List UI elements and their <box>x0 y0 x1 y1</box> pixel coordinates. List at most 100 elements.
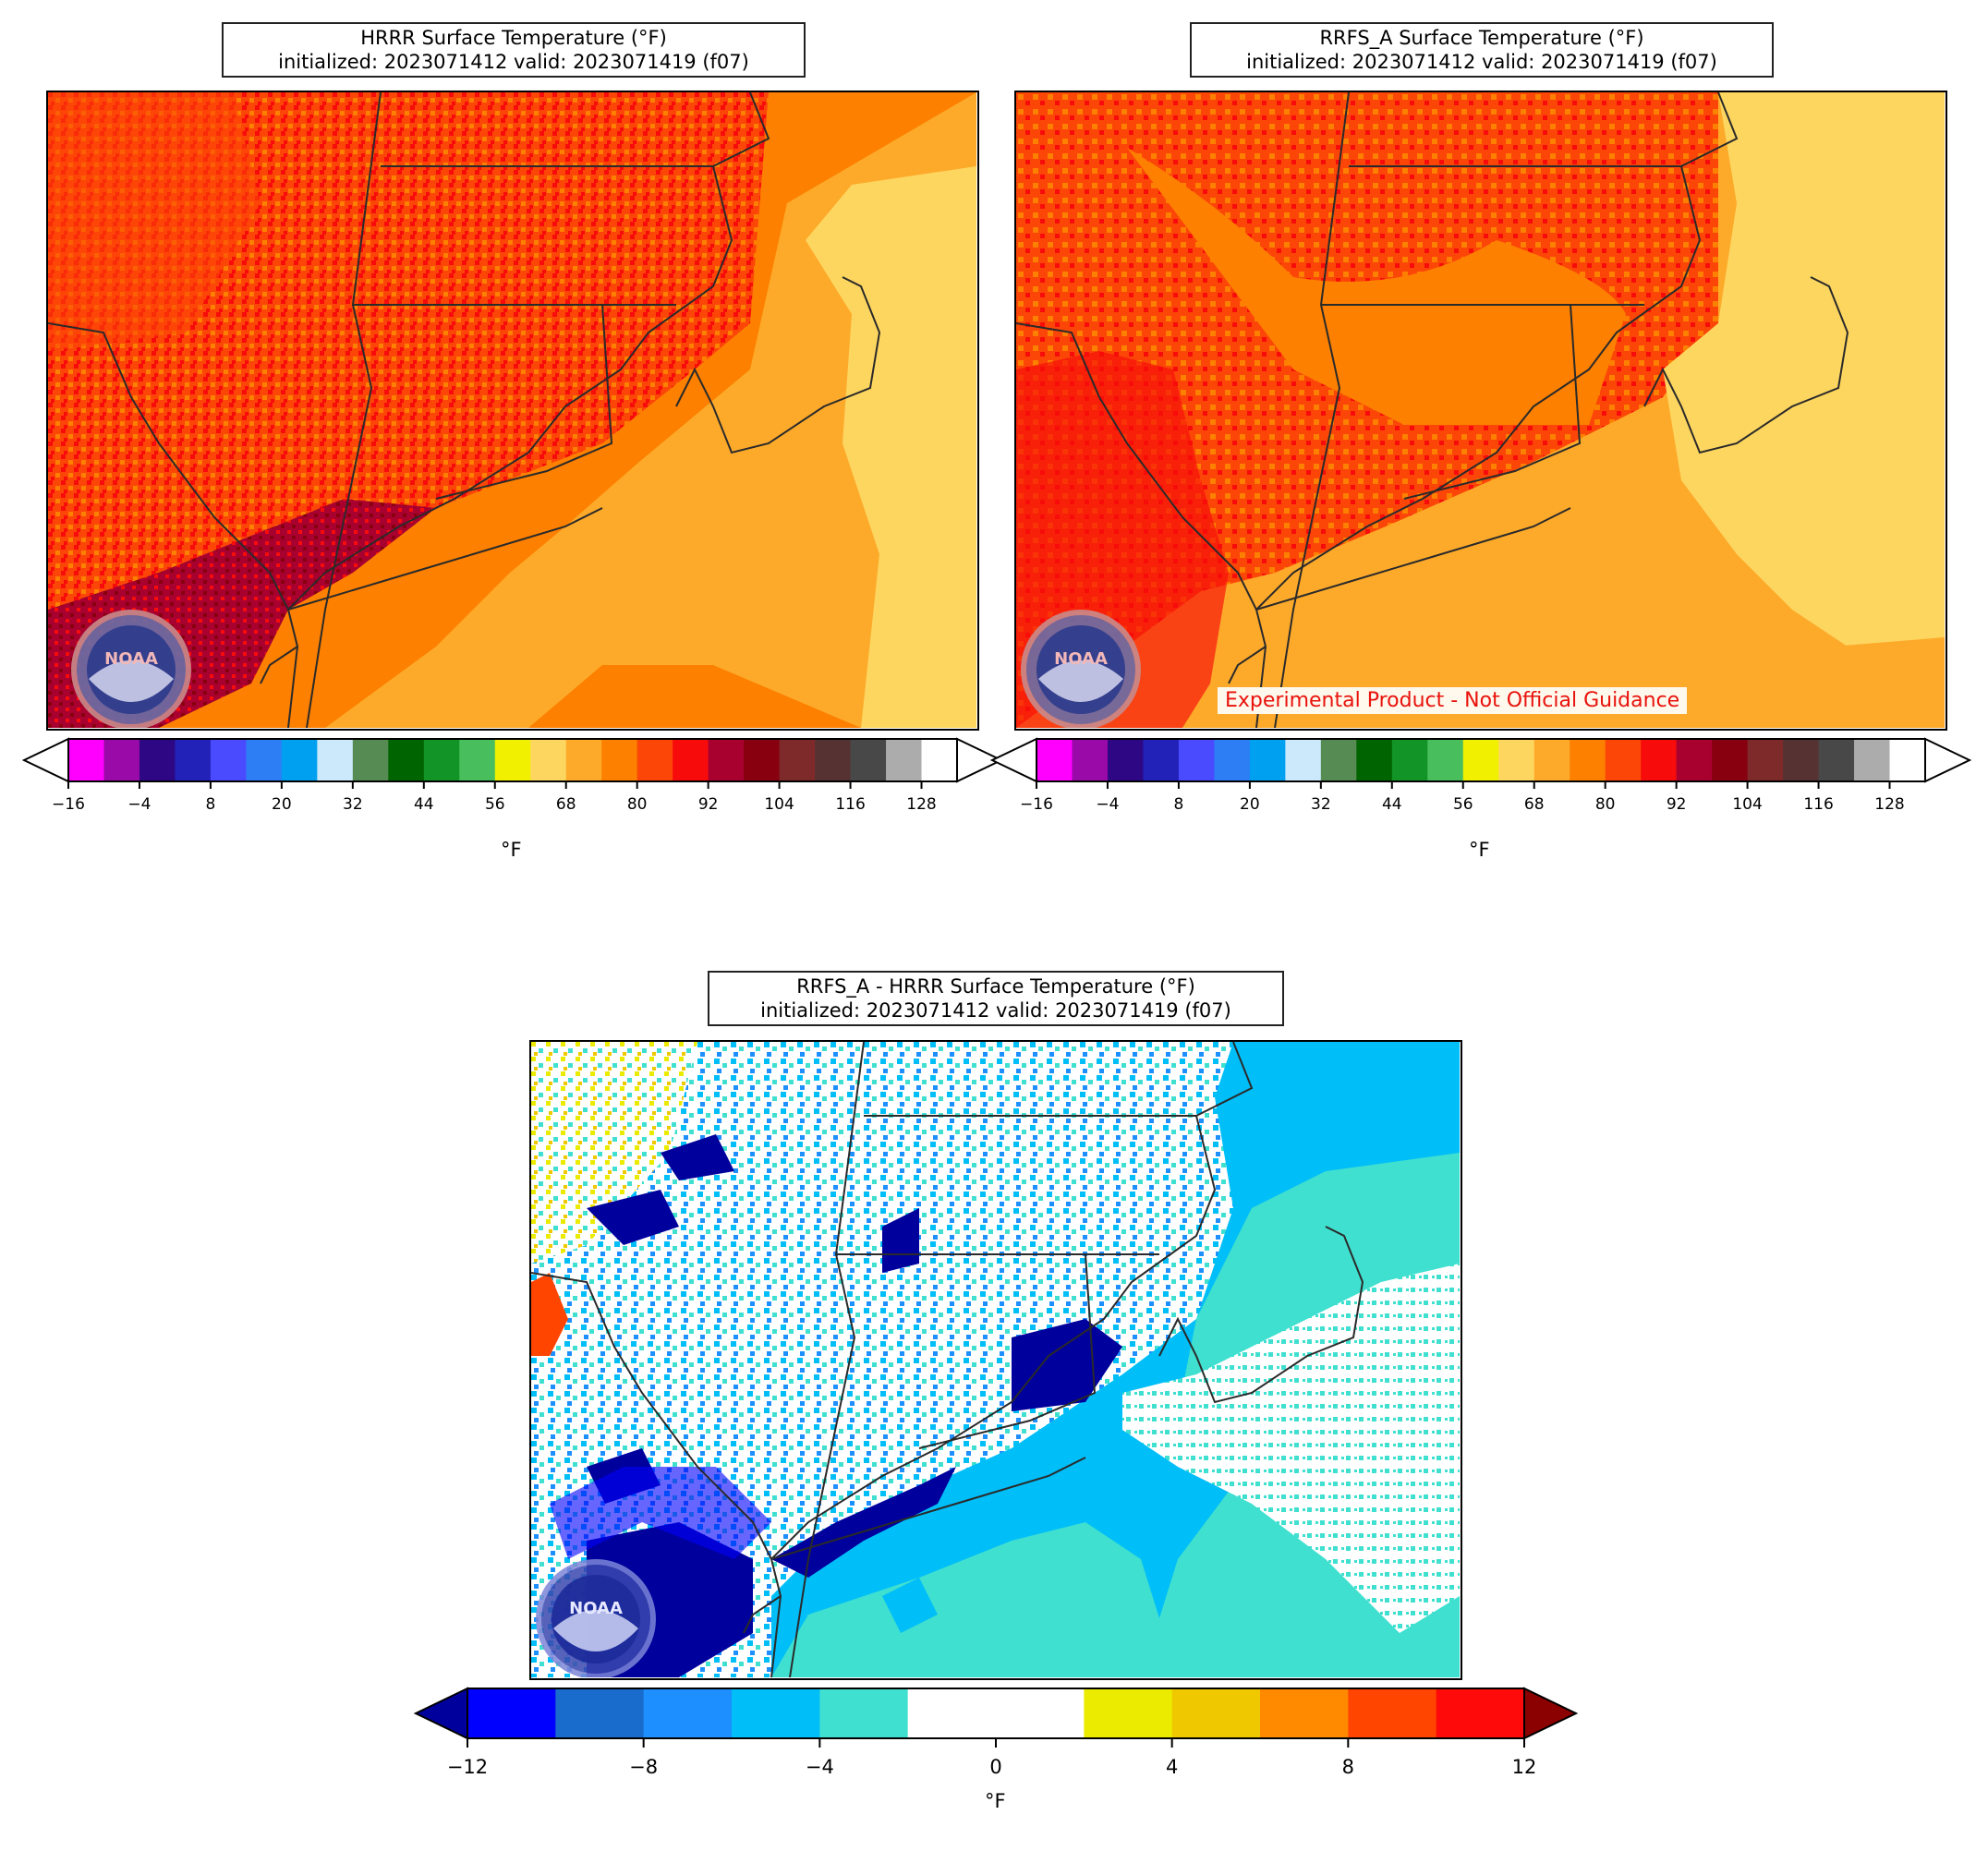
diff-colorbar-tick-label: 8 <box>1342 1756 1354 1778</box>
hrrr-colorbar-swatch <box>636 739 673 781</box>
diff-colorbar-swatch <box>1084 1688 1173 1738</box>
rrfs-colorbar-swatch <box>1570 739 1606 781</box>
hrrr-colorbar-swatch <box>494 739 531 781</box>
rrfs-colorbar-swatch <box>1036 739 1073 781</box>
rrfs-colorbar-unit: °F <box>1469 839 1490 861</box>
rrfs-colorbar-tick-label: 104 <box>1732 795 1762 814</box>
hrrr-colorbar-tick-label: 32 <box>343 795 363 814</box>
rrfs-coastlines <box>1016 92 1849 728</box>
hrrr-colorbar-tick-label: −4 <box>127 795 151 814</box>
rrfs-colorbar-tick-label: −16 <box>1020 795 1053 814</box>
rrfs-colorbar-tick-label: 56 <box>1453 795 1473 814</box>
hrrr-colorbar-swatch <box>530 739 567 781</box>
rrfs-colorbar: −16 −4 8 20 32 44 56 68 80 92 104 116 128 <box>989 735 1972 831</box>
hrrr-colorbar-tick-label: 92 <box>698 795 719 814</box>
rrfs-colorbar-tick-label: 128 <box>1874 795 1904 814</box>
rrfs-colorbar-tick-label: 20 <box>1240 795 1260 814</box>
rrfs-colorbar-swatch <box>1854 739 1891 781</box>
hrrr-title: HRRR Surface Temperature (°F) initialize… <box>222 22 806 78</box>
hrrr-colorbar-swatch <box>459 739 496 781</box>
rrfs-colorbar-swatch <box>1818 739 1855 781</box>
diff-colorbar-swatch <box>1260 1688 1349 1738</box>
diff-colorbar-tick-label: 12 <box>1512 1756 1537 1778</box>
rrfs-colorbar-swatch <box>1889 739 1926 781</box>
rrfs-colorbar-extend-high <box>1924 737 1972 783</box>
hrrr-title-line1: HRRR Surface Temperature (°F) <box>360 27 667 49</box>
hrrr-colorbar-extend-low <box>21 737 69 783</box>
diff-title-line1: RRFS_A - HRRR Surface Temperature (°F) <box>796 975 1195 998</box>
hrrr-colorbar-tick-label: 116 <box>835 795 865 814</box>
hrrr-map-svg: NOAA <box>48 92 976 728</box>
rrfs-colorbar-swatch <box>1320 739 1357 781</box>
diff-colorbar-swatch <box>467 1688 556 1738</box>
rrfs-colorbar-swatch <box>1498 739 1535 781</box>
diff-colorbar-swatch <box>1436 1688 1525 1738</box>
diff-colorbar-unit: °F <box>985 1790 1006 1812</box>
diff-map[interactable]: NOAA <box>529 1040 1462 1680</box>
hrrr-colorbar-swatch <box>68 739 104 781</box>
rrfs-colorbar-swatch <box>1783 739 1820 781</box>
hrrr-colorbar-swatch <box>139 739 176 781</box>
hrrr-map[interactable]: NOAA <box>46 91 979 731</box>
rrfs-colorbar-swatch <box>1143 739 1180 781</box>
hrrr-colorbar-swatch <box>779 739 816 781</box>
hrrr-logo-text: NOAA <box>104 649 158 669</box>
diff-colorbar-tick-label: 0 <box>989 1756 1001 1778</box>
hrrr-colorbar-tick-label: 128 <box>906 795 936 814</box>
rrfs-colorbar-tick-label: 92 <box>1667 795 1687 814</box>
diff-title-line2: initialized: 2023071412 valid: 202307141… <box>760 999 1231 1022</box>
hrrr-colorbar-swatch <box>210 739 247 781</box>
rrfs-colorbar-tick-label: 68 <box>1524 795 1545 814</box>
diff-coastlines <box>531 1042 1364 1677</box>
hrrr-colorbar-swatch <box>850 739 887 781</box>
hrrr-title-line2: initialized: 2023071412 valid: 202307141… <box>278 51 749 73</box>
rrfs-colorbar-swatch <box>1605 739 1642 781</box>
rrfs-colorbar-extend-low <box>989 737 1037 783</box>
hrrr-colorbar-tick-label: 44 <box>414 795 434 814</box>
rrfs-colorbar-swatch <box>1712 739 1749 781</box>
hrrr-colorbar-swatch <box>601 739 638 781</box>
rrfs-map[interactable]: NOAA Experimental Product - Not Official… <box>1014 91 1947 731</box>
rrfs-colorbar-swatch <box>1533 739 1570 781</box>
diff-colorbar-swatch <box>996 1688 1085 1738</box>
rrfs-colorbar-swatch <box>1249 739 1286 781</box>
rrfs-colorbar-swatch <box>1214 739 1251 781</box>
rrfs-map-svg: NOAA <box>1016 92 1945 728</box>
diff-colorbar-tick-label: −12 <box>447 1756 488 1778</box>
diff-colorbar-tick-label: 4 <box>1166 1756 1178 1778</box>
hrrr-colorbar-tick-label: 56 <box>485 795 505 814</box>
diff-noaa-logo-icon: NOAA <box>536 1559 656 1677</box>
diff-colorbar-tick-label: −4 <box>806 1756 834 1778</box>
rrfs-colorbar-swatch <box>1356 739 1393 781</box>
hrrr-colorbar-swatch <box>423 739 460 781</box>
rrfs-colorbar-tick-label: 8 <box>1174 795 1184 814</box>
hrrr-colorbar: −16 −4 8 20 32 44 56 68 80 92 104 116 128 <box>21 735 1004 831</box>
diff-colorbar-extend-high <box>1523 1687 1579 1740</box>
rrfs-colorbar-swatch <box>1747 739 1784 781</box>
diff-colorbar-swatch <box>1348 1688 1437 1738</box>
hrrr-colorbar-swatch <box>708 739 745 781</box>
diff-logo-text: NOAA <box>569 1599 623 1618</box>
hrrr-colorbar-tick-label: 104 <box>764 795 794 814</box>
diff-colorbar-swatch <box>555 1688 645 1738</box>
rrfs-colorbar-swatch <box>1178 739 1215 781</box>
hrrr-colorbar-tick-label: 80 <box>627 795 648 814</box>
hrrr-colorbar-tick-label: 20 <box>272 795 292 814</box>
rrfs-colorbar-swatch <box>1107 739 1144 781</box>
hrrr-colorbar-swatch <box>388 739 425 781</box>
rrfs-colorbar-swatch <box>1462 739 1499 781</box>
diff-colorbar-swatch <box>1171 1688 1261 1738</box>
rrfs-logo-text: NOAA <box>1054 649 1108 669</box>
hrrr-colorbar-tick-label: −16 <box>52 795 85 814</box>
rrfs-title-line1: RRFS_A Surface Temperature (°F) <box>1319 27 1644 49</box>
hrrr-coastlines <box>48 92 881 728</box>
rrfs-colorbar-tick-label: −4 <box>1096 795 1119 814</box>
rrfs-title-line2: initialized: 2023071412 valid: 202307141… <box>1246 51 1717 73</box>
rrfs-colorbar-tick-label: 116 <box>1803 795 1833 814</box>
hrrr-colorbar-swatch <box>281 739 318 781</box>
rrfs-colorbar-swatch <box>1676 739 1713 781</box>
diff-map-svg: NOAA <box>531 1042 1460 1677</box>
hrrr-colorbar-swatch <box>921 739 958 781</box>
diff-colorbar: −12 −8 −4 0 4 8 12 <box>412 1683 1580 1788</box>
hrrr-colorbar-swatch <box>175 739 212 781</box>
